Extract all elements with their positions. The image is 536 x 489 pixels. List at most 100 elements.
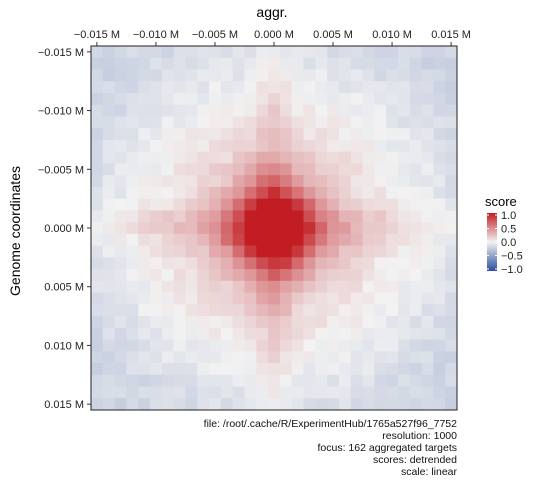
heatmap-cell [102, 233, 116, 247]
heatmap-cell [327, 128, 340, 141]
heatmap-cell [256, 339, 269, 352]
heatmap-cell [409, 257, 422, 270]
heatmap-cell [397, 92, 411, 106]
heatmap-cell [173, 374, 186, 387]
heatmap-cell [409, 116, 422, 129]
heatmap-cell [362, 233, 375, 247]
heatmap-cell [291, 92, 304, 106]
heatmap-cell [362, 339, 375, 352]
heatmap-cell [386, 116, 399, 129]
heatmap-cell [232, 351, 245, 364]
heatmap-cell [350, 92, 363, 106]
heatmap-cell [150, 351, 163, 364]
heatmap-cell [114, 151, 127, 164]
heatmap-cell [244, 46, 257, 59]
heatmap-cell [102, 304, 116, 317]
heatmap-cell [185, 57, 198, 70]
heatmap-cell [209, 198, 222, 211]
heatmap-cell [138, 222, 151, 235]
heatmap-cell [91, 327, 104, 340]
heatmap-cell [161, 280, 175, 293]
heatmap-cell [386, 257, 399, 270]
heatmap-cell [409, 374, 422, 387]
heatmap-cell [291, 128, 304, 141]
heatmap-cell [173, 327, 186, 340]
heatmap-cell [374, 175, 387, 188]
heatmap-cell [244, 116, 257, 129]
heatmap-cell [350, 327, 363, 340]
heatmap-cell [409, 46, 422, 59]
heatmap-cell [291, 57, 304, 70]
y-tick-label: 0.010 M [44, 340, 84, 352]
y-tick-label: −0.005 M [38, 164, 84, 176]
y-tick-label: 0.015 M [44, 399, 84, 411]
heatmap-cell [150, 139, 163, 153]
heatmap-cell [256, 257, 269, 270]
heatmap-cell [173, 198, 186, 211]
heatmap-cell [327, 175, 340, 188]
heatmap-cell [397, 186, 411, 200]
heatmap-cell [315, 269, 328, 282]
heatmap-cell [244, 245, 257, 258]
heatmap-cell [409, 233, 422, 247]
heatmap-cell [397, 280, 411, 293]
heatmap-cell [315, 186, 328, 200]
heatmap-cell [374, 398, 387, 411]
heatmap-cell [445, 269, 458, 282]
heatmap-cell [150, 257, 163, 270]
heatmap-cell [173, 304, 186, 317]
heatmap-cell [338, 210, 352, 223]
heatmap-cell [209, 92, 222, 106]
heatmap-cell [315, 69, 328, 82]
heatmap-cell [303, 363, 316, 376]
heatmap-cell [91, 257, 104, 270]
heatmap-cell [268, 316, 281, 329]
heatmap-cell [91, 104, 104, 117]
heatmap-cell [327, 186, 340, 200]
heatmap-cell [161, 186, 175, 200]
heatmap-cell [197, 81, 210, 94]
heatmap-cell [161, 210, 175, 223]
heatmap-cell [209, 363, 222, 376]
heatmap-cell [279, 69, 293, 82]
heatmap-cell [397, 327, 411, 340]
heatmap-cell [161, 292, 175, 305]
heatmap-cell [102, 81, 116, 94]
heatmap-cell [397, 222, 411, 235]
heatmap-cell [138, 186, 151, 200]
heatmap-cell [91, 198, 104, 211]
heatmap-cell [279, 386, 293, 399]
heatmap-cell [185, 339, 198, 352]
heatmap-cell [114, 210, 127, 223]
heatmap-cell [161, 128, 175, 141]
heatmap-cell [220, 81, 234, 94]
heatmap-cell [244, 363, 257, 376]
heatmap-cell [315, 398, 328, 411]
heatmap-cell [102, 374, 116, 387]
heatmap-cell [350, 46, 363, 59]
heatmap-cell [209, 186, 222, 200]
heatmap-cell [338, 245, 352, 258]
heatmap-cell [232, 386, 245, 399]
heatmap-cell [114, 57, 127, 70]
heatmap-cell [433, 69, 446, 82]
heatmap-cell [197, 351, 210, 364]
heatmap-cell [220, 104, 234, 117]
heatmap-cell [150, 386, 163, 399]
heatmap-cell [244, 374, 257, 387]
heatmap-cell [150, 316, 163, 329]
heatmap-cell [386, 398, 399, 411]
heatmap-cell [362, 222, 375, 235]
heatmap-cell [185, 92, 198, 106]
heatmap-cell [256, 222, 269, 235]
heatmap-cell [161, 46, 175, 59]
heatmap-cell [138, 257, 151, 270]
heatmap-cell [268, 46, 281, 59]
heatmap-cell [315, 386, 328, 399]
heatmap-cell [279, 104, 293, 117]
heatmap-cell [197, 46, 210, 59]
x-tick-label: 0.005 M [313, 29, 353, 41]
heatmap-cell [350, 151, 363, 164]
heatmap-cell [327, 398, 340, 411]
heatmap-cell [209, 280, 222, 293]
